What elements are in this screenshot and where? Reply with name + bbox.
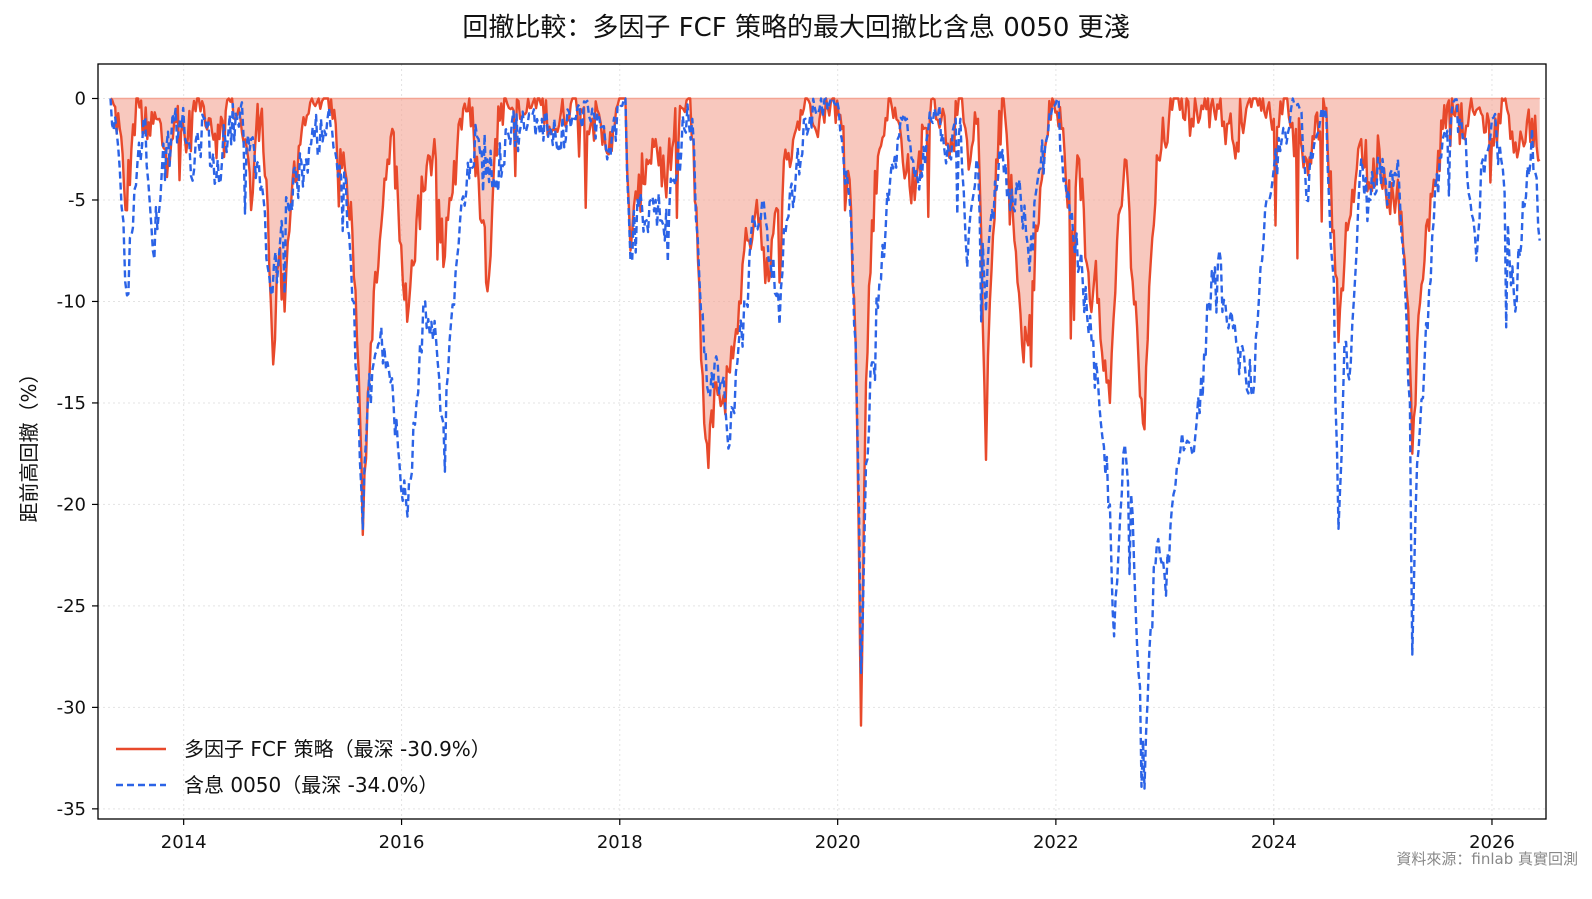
x-tick-label-0: 2014	[161, 832, 207, 853]
legend-label-0: 多因子 FCF 策略（最深 -30.9%）	[184, 737, 491, 761]
chart-title: 回撤比較：多因子 FCF 策略的最大回撤比含息 0050 更淺	[462, 13, 1129, 43]
series-layer	[109, 97, 1541, 790]
y-tick-label-6: -30	[57, 697, 86, 718]
grid-layer	[98, 64, 1546, 819]
y-tick-label-5: -25	[57, 596, 86, 617]
series-line-0	[109, 97, 1541, 727]
source-note: 資料來源：finlab 真實回測	[1396, 850, 1578, 868]
x-tick-label-3: 2020	[815, 832, 861, 853]
x-tick-label-5: 2024	[1251, 832, 1297, 853]
plot-frame	[97, 63, 1547, 820]
series-fill-0	[110, 98, 1540, 726]
fill-layer	[110, 97, 1540, 726]
legend-label-1: 含息 0050（最深 -34.0%）	[184, 773, 438, 797]
x-tick-label-1: 2016	[379, 832, 425, 853]
x-tick-label-4: 2022	[1033, 832, 1079, 853]
y-tick-label-1: -5	[68, 190, 86, 211]
x-axis: 2014 2016 2018 2020 2022 2024 2026	[161, 819, 1515, 853]
x-tick-label-6: 2026	[1469, 832, 1515, 853]
series-line-1	[109, 97, 1541, 790]
y-tick-label-7: -35	[57, 799, 86, 820]
y-axis: 0 -5 -10 -15 -20 -25 -30 -35	[57, 89, 98, 820]
legend: 多因子 FCF 策略（最深 -30.9%） 含息 0050（最深 -34.0%）	[116, 737, 491, 797]
y-tick-label-4: -20	[57, 494, 86, 515]
y-tick-label-2: -10	[57, 291, 86, 312]
y-tick-label-3: -15	[57, 393, 86, 414]
y-axis-label: 距前高回撤（%）	[17, 363, 41, 522]
x-tick-label-2: 2018	[597, 832, 643, 853]
y-tick-label-0: 0	[75, 89, 86, 110]
